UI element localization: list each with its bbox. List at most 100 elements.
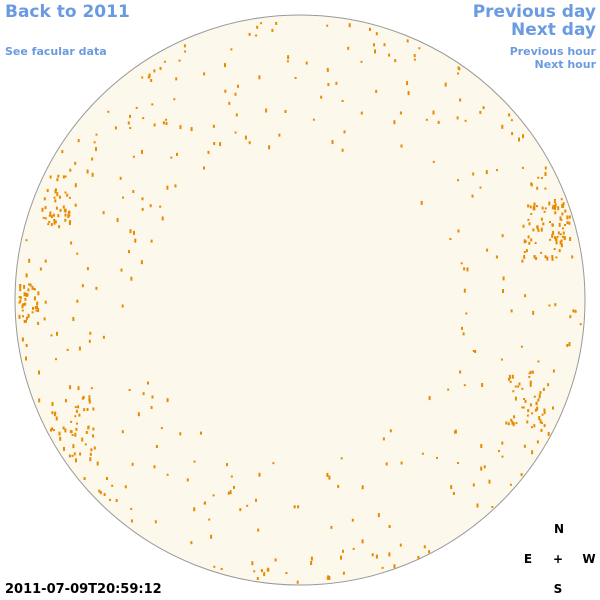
facula [542,222,545,226]
facula [134,238,137,243]
facula [51,402,54,406]
facula [38,370,40,375]
facula [51,411,54,415]
facula [50,428,52,432]
facula [512,422,515,427]
previous-day-link[interactable]: Previous day [472,2,596,22]
facula [22,315,24,318]
facula [114,126,117,130]
facula [255,498,257,502]
facula [374,49,376,54]
facula [529,370,532,374]
facula [551,206,554,210]
facula [388,525,391,528]
facula [482,106,485,110]
facula [66,348,69,351]
facula [520,473,523,477]
facula [57,174,60,178]
facula [170,156,173,159]
facula [557,231,560,235]
facula [341,148,344,152]
facula [551,255,554,258]
facula [39,267,42,271]
facula [56,331,58,336]
next-hour-link[interactable]: Next hour [534,58,597,71]
facula [233,485,235,489]
facula [96,461,99,466]
previous-hour-link[interactable]: Previous hour [509,45,596,58]
facula [68,196,71,199]
facula [388,53,391,57]
facula [510,309,513,313]
facula [213,142,216,145]
facula [179,432,182,436]
facula [452,492,455,495]
facula [571,255,574,259]
compass-center: + [552,552,564,566]
facula [328,576,331,580]
facula [83,477,86,480]
facula [239,508,242,512]
facula [64,175,67,178]
facula [82,395,85,399]
facula [474,350,477,353]
facula [568,215,571,219]
facula [89,331,92,335]
facula [538,394,541,399]
facula [19,284,22,288]
facula [540,227,543,232]
facula [234,131,237,134]
facula [527,235,530,239]
facula [74,183,77,188]
facula [128,389,131,391]
facula [381,566,384,569]
facula [375,554,378,559]
facula [106,477,108,480]
facula [559,216,562,221]
facula [524,240,527,243]
facula [341,100,344,102]
facula [491,506,494,508]
facula [57,214,60,218]
facula [305,61,308,65]
facula [342,549,344,553]
facula [466,267,469,272]
facula [287,55,290,60]
facula [389,429,392,433]
facular-link[interactable]: See facular data [5,45,107,58]
facula [528,376,531,378]
facula [66,193,69,197]
facula [275,21,278,25]
facula [210,534,213,539]
facula [26,316,28,320]
facula [400,144,403,148]
facula [523,254,526,259]
facula [70,241,73,245]
facula [207,150,210,154]
facula [521,387,524,390]
facula [531,412,534,415]
facula [18,296,21,299]
facula [551,256,554,261]
facula [212,494,215,497]
next-day-link[interactable]: Next day [511,20,596,40]
facula [294,77,297,79]
facula [76,299,79,303]
facula [228,101,231,105]
back-link[interactable]: Back to 2011 [5,2,130,22]
facula [526,420,529,424]
facula [464,119,467,122]
facula [29,283,32,287]
facula [130,276,133,281]
facula [151,103,154,106]
facula [502,276,505,281]
facula [184,50,187,53]
facula [74,415,77,418]
facula [48,220,51,223]
facula [522,406,525,409]
facula [203,166,205,170]
facula [21,337,24,342]
facula [92,407,95,411]
facula [71,454,74,457]
